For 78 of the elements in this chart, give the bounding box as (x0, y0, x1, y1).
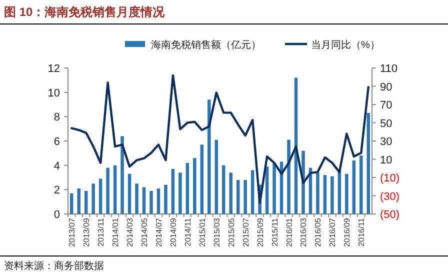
bar (142, 187, 146, 214)
text: 资料来源：商务部数据 (4, 260, 104, 272)
x-tick-label: 2015/11 (270, 217, 280, 246)
bar (186, 162, 190, 214)
y2-tick-label: 10 (380, 154, 392, 166)
bar (244, 180, 247, 214)
bar (272, 162, 276, 214)
x-tick-label: 2016/03 (299, 217, 308, 247)
y-tick-label: 0 (54, 209, 60, 221)
bar (178, 172, 182, 214)
y2-tick-label: 50 (380, 118, 392, 130)
y2-tick-label: (10) (380, 172, 400, 184)
bar (113, 165, 117, 214)
y2-tick-label: 90 (380, 81, 392, 94)
bar (135, 184, 138, 214)
y2-tick-label: (50) (380, 209, 400, 221)
bar (77, 188, 80, 214)
y2-tick-label: 70 (380, 100, 392, 112)
x-tick-label: 2016/05 (314, 217, 323, 247)
x-tick-label: 2014/03 (126, 217, 135, 247)
bar (236, 180, 240, 214)
y-tick-label: 8 (54, 112, 60, 124)
bar (323, 175, 327, 214)
x-tick-label: 2015/09 (256, 217, 265, 247)
bar (84, 190, 88, 214)
legend-label: 海南免税销售额（亿元） (151, 39, 261, 51)
y2-tick-label: 110 (380, 63, 398, 75)
bar (366, 113, 370, 214)
y-tick-label: 6 (54, 136, 60, 148)
x-tick-label: 2015/03 (212, 217, 222, 247)
bar (164, 184, 168, 214)
y-tick-label: 12 (48, 63, 60, 75)
bar (92, 184, 95, 214)
bar (70, 193, 74, 214)
bar (208, 100, 211, 214)
line-series (70, 74, 370, 204)
bar (171, 168, 175, 214)
bar (330, 176, 334, 214)
x-tick-label: 2014/09 (168, 217, 178, 247)
bar (229, 172, 232, 214)
x-tick-label: 2014/07 (154, 217, 164, 247)
x-tick-label: 2014/05 (140, 217, 149, 247)
y-tick-label: 4 (54, 160, 60, 172)
bar (120, 136, 124, 214)
bar (106, 168, 110, 214)
bar (98, 178, 102, 214)
x-tick-label: 2013/11 (96, 217, 106, 246)
bar (250, 170, 254, 214)
bar (214, 140, 218, 214)
bar (265, 166, 269, 214)
x-tick-label: 2016/11 (357, 217, 366, 246)
bar (193, 158, 196, 214)
x-tick-label: 2015/07 (241, 217, 250, 247)
bar (222, 165, 226, 214)
x-tick-label: 2014/01 (111, 217, 120, 247)
bar (345, 174, 348, 214)
x-tick-label: 2015/05 (226, 217, 236, 247)
x-tick-label: 2016/07 (328, 217, 338, 247)
y2-tick-label: 30 (380, 136, 392, 148)
y2-tick-label: (30) (380, 190, 400, 203)
bar (200, 144, 204, 214)
bar (360, 156, 363, 214)
x-tick-label: 2013/09 (82, 217, 92, 247)
x-tick-label: 2016/01 (284, 217, 294, 247)
x-tick-label: 2016/09 (342, 217, 352, 247)
title: 图 10：海南免税销售月度情况 (4, 5, 165, 19)
y-tick-label: 10 (48, 87, 60, 100)
x-tick-label: 2015/01 (198, 217, 207, 247)
bar (150, 190, 153, 214)
x-tick-label: 2013/07 (68, 217, 77, 247)
x-tick-label: 2014/11 (183, 217, 192, 246)
legend-label: 当月同比（%） (311, 39, 380, 51)
bar (287, 140, 290, 214)
y-tick-label: 2 (54, 184, 60, 197)
bar (316, 172, 320, 214)
bar (128, 174, 132, 214)
bar (156, 188, 160, 214)
bar (352, 160, 356, 214)
